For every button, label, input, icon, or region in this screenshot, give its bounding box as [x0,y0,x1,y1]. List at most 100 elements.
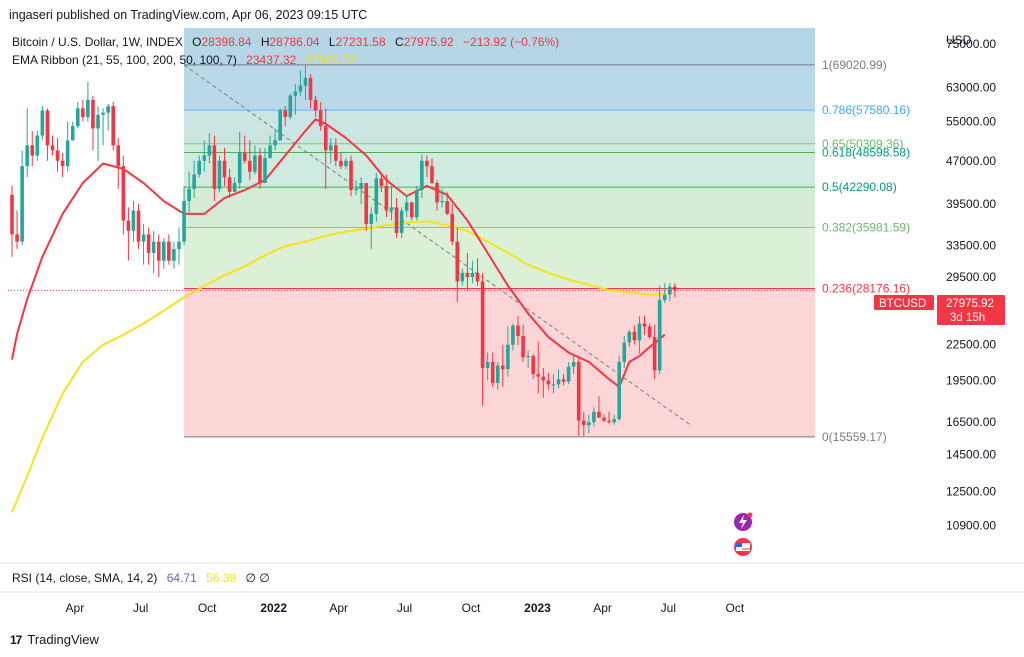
candle-body [516,325,520,336]
candle-body [268,145,272,159]
candle-body [293,91,298,96]
fib-label-0.382: 0.382(35981.59) [822,220,910,234]
candle-body [460,272,465,282]
candle-body [141,234,146,242]
candle [460,268,465,286]
candle-body [359,183,363,189]
candle [313,95,318,118]
candle [566,361,571,385]
candle-body [278,110,282,141]
candle-body [364,183,368,224]
candle-body [248,160,252,172]
candle [334,137,338,167]
tradingview-logo[interactable]: 17 TradingView [10,632,99,647]
candle-body [253,155,257,172]
price-tick-label: 63000.00 [946,81,996,95]
candle [389,185,394,221]
candle-body [541,376,546,381]
candle [597,396,601,418]
candle [96,106,100,161]
candle [450,204,455,246]
ema-slow-line [11,220,665,513]
candle-body [440,201,444,203]
candle-body [470,272,475,278]
candle [242,135,247,164]
candle-body [106,106,110,113]
candle-body [65,140,70,167]
legend-high: 28786.04 [269,35,319,49]
candle-body [303,77,308,86]
candle-body [592,411,596,423]
candle-body [430,166,434,184]
candle [501,344,505,387]
candle [35,130,40,161]
candle-body [70,126,75,141]
candle [227,168,232,198]
candle [470,260,475,284]
candle-body [263,158,267,184]
candle-body [318,110,323,127]
candle [455,227,460,302]
candle [65,121,70,172]
candle [374,172,379,222]
candle-body [642,323,647,327]
candle [222,147,227,186]
price-tick-label: 75000.00 [946,37,996,51]
fib-label-1: 1(69020.99) [822,58,887,72]
price-axis[interactable]: 75000.00 63000.00 55000.00 47000.00 39500.00… [946,37,996,533]
candle-body [273,140,277,146]
candle-body [126,220,131,231]
candle-body [379,178,384,186]
candle-body [526,356,530,358]
candle [657,285,662,375]
candle [70,121,75,141]
price-tick-label: 39500.00 [946,197,996,211]
candle-body [445,201,449,214]
candle [445,191,449,216]
candle-body [566,366,571,382]
candle [40,106,45,141]
candle [541,367,546,398]
candle [490,352,495,387]
candle-body [571,361,576,367]
candle [202,140,207,172]
price-tag-symbol: BTCUSD [879,298,926,310]
fib-zone-0.5 [184,187,816,228]
fib-label-0.65: 0.65(50309.36) [822,137,903,151]
candle [531,353,535,380]
candle [526,350,530,368]
rsi-label: RSI (14, close, SMA, 14, 2) [12,571,157,585]
candle-body [495,365,500,384]
candle [91,95,95,151]
candle-body [556,379,561,385]
candle-body [536,374,541,377]
candle-body [607,420,611,423]
candle [318,101,323,131]
candle-body [597,411,601,418]
ema-fast-line [11,118,666,389]
time-axis[interactable]: Apr Jul Oct 2022 Apr Jul Oct 2023 Apr Jul Oct [66,601,745,615]
publisher-credit: ingaseri published on TradingView.com, A… [9,8,368,22]
candle-body [111,106,115,146]
candle [141,223,146,265]
last-price-tag[interactable]: BTCUSD 27975.92 3d 15h [874,295,1005,325]
legend-low: 27231.58 [336,35,386,49]
candle [425,155,429,178]
fib-label-0: 0(15559.17) [822,430,887,444]
candle-body [212,145,217,189]
ema-ribbon [11,118,666,513]
candle-body [131,210,136,231]
rsi-value-2: 56.39 [206,571,236,585]
candle [420,154,424,198]
rsi-panel[interactable]: RSI (14, close, SMA, 14, 2) 64.71 56.39 … [12,571,270,585]
candle-body [404,202,409,211]
candle [253,145,257,175]
fibonacci-retracement[interactable]: 1(69020.99) 0.786(57580.16) 0.65(50309.36)… [8,28,910,444]
candle [197,155,202,178]
candle [607,411,611,424]
candle [10,185,14,257]
economic-event-icons[interactable] [734,512,753,557]
time-tick-label: Apr [329,601,348,615]
candle [273,128,277,151]
